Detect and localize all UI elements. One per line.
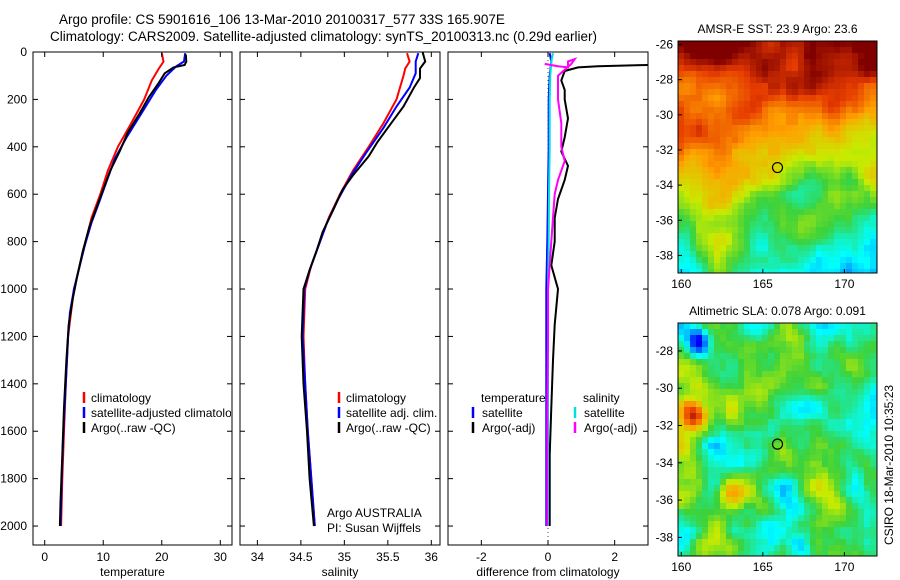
amsre-sst-map-xtick-label-1: 165 [753, 277, 773, 291]
altimetric-sla-map-xtick-label-0: 160 [671, 560, 691, 574]
altimetric-sla-map-ytick-label-2: -32 [656, 419, 674, 433]
difference-legend-temperature-heading: temperature [481, 391, 546, 405]
difference-profile-xtick-label-2: 2 [611, 550, 618, 564]
depth-tick-label-1: 200 [7, 92, 27, 106]
salinity-profile-xtick-label-0: 34 [251, 550, 265, 564]
amsre-sst-map-field [678, 41, 877, 273]
temperature-profile-xtick-label-1: 10 [97, 550, 111, 564]
depth-tick-label-8: 1600 [0, 424, 27, 438]
altimetric-sla-map-ytick-label-0: -28 [656, 344, 674, 358]
csiro-timestamp: CSIRO 18-Mar-2010 10:35:23 [882, 385, 896, 545]
difference-profile-series-3 [544, 57, 578, 526]
salinity-profile-xtick-label-4: 36 [425, 550, 439, 564]
depth-tick-label-9: 1800 [0, 472, 27, 486]
amsre-sst-map-xtick-label-0: 160 [671, 277, 691, 291]
amsre-sst-map-xtick-label-2: 170 [834, 277, 854, 291]
temperature-profile-legend-label-2: Argo(..raw -QC) [91, 421, 176, 435]
difference-legend-label-2: satellite [584, 406, 625, 420]
temperature-profile-series-0 [60, 52, 165, 527]
amsre-sst-map-ytick-label-3: -32 [656, 143, 674, 157]
amsre-sst-map-title: AMSR-E SST: 23.9 Argo: 23.6 [697, 22, 857, 36]
altimetric-sla-map-argo-marker [771, 438, 784, 450]
altimetric-sla-map-ytick-label-4: -36 [656, 493, 674, 507]
temperature-profile-series-2 [58, 54, 188, 527]
temperature-profile-xlabel: temperature [100, 565, 165, 579]
temperature-profile-legend-label-1: satellite-adjusted climatology [91, 406, 244, 420]
altimetric-sla-map-field [678, 323, 877, 556]
depth-tick-label-6: 1200 [0, 329, 27, 343]
salinity-profile-xtick-label-3: 35.5 [376, 550, 400, 564]
temperature-profile-legend-label-0: climatology [91, 391, 151, 405]
depth-tick-label-2: 400 [7, 140, 27, 154]
difference-profile-xtick-label-0: -2 [476, 550, 487, 564]
difference-legend-label-1: Argo(-adj) [482, 421, 535, 435]
difference-profile-series-1 [548, 64, 648, 526]
difference-legend-label-3: Argo(-adj) [584, 421, 637, 435]
altimetric-sla-map-ytick-label-1: -30 [656, 381, 674, 395]
salinity-profile-series-0 [302, 52, 411, 527]
salinity-profile-legend-label-0: climatology [346, 391, 406, 405]
difference-profile-xtick-label-1: 0 [545, 550, 552, 564]
salinity-annotation-line1: Argo AUSTRALIA [327, 506, 422, 520]
salinity-profile-legend-label-1: satellite adj. clim. [346, 406, 437, 420]
figure-title-line1: Argo profile: CS 5901616_106 13-Mar-2010… [59, 12, 505, 27]
salinity-profile-series-1 [301, 52, 420, 527]
salinity-profile-legend-label-2: Argo(..raw -QC) [346, 421, 431, 435]
amsre-sst-map-ytick-label-6: -38 [656, 248, 674, 262]
salinity-annotation-line2: PI: Susan Wijffels [327, 521, 421, 535]
temperature-profile-xtick-label-0: 0 [41, 550, 48, 564]
salinity-profile-series-2 [300, 52, 427, 527]
temperature-profile-frame [32, 51, 233, 546]
depth-tick-label-4: 800 [7, 235, 27, 249]
temperature-profile-series-1 [59, 53, 187, 527]
difference-legend-label-0: satellite [482, 406, 523, 420]
figure-title-line2: Climatology: CARS2009. Satellite-adjuste… [50, 29, 598, 44]
depth-tick-label-0: 0 [20, 45, 27, 59]
salinity-profile-xlabel: salinity [322, 565, 359, 579]
depth-tick-label-10: 2000 [0, 519, 27, 533]
difference-legend-salinity-heading: salinity [583, 391, 620, 405]
depth-tick-label-7: 1400 [0, 377, 27, 391]
altimetric-sla-map-ytick-label-5: -38 [656, 530, 674, 544]
amsre-sst-map-frame [677, 40, 878, 274]
amsre-sst-map-ytick-label-2: -30 [656, 108, 674, 122]
altimetric-sla-map-frame [677, 322, 878, 557]
amsre-sst-map-ytick-label-0: -26 [656, 38, 674, 52]
altimetric-sla-map-xtick-label-2: 170 [834, 560, 854, 574]
amsre-sst-map-argo-marker [771, 161, 784, 174]
depth-tick-label-3: 600 [7, 187, 27, 201]
depth-tick-label-5: 1000 [0, 282, 27, 296]
temperature-profile-xtick-label-2: 20 [155, 550, 169, 564]
salinity-profile-xtick-label-2: 35 [338, 550, 352, 564]
altimetric-sla-map-xtick-label-1: 165 [753, 560, 773, 574]
difference-profile-xlabel: difference from climatology [476, 565, 619, 579]
amsre-sst-map-ytick-label-5: -36 [656, 213, 674, 227]
altimetric-sla-map-title: Altimetric SLA: 0.078 Argo: 0.091 [689, 304, 866, 318]
salinity-profile-frame [239, 51, 441, 546]
amsre-sst-map-ytick-label-1: -28 [656, 73, 674, 87]
salinity-profile-xtick-label-1: 34.5 [289, 550, 313, 564]
amsre-sst-map-ytick-label-4: -34 [656, 178, 674, 192]
temperature-profile-xtick-label-3: 30 [214, 550, 228, 564]
altimetric-sla-map-ytick-label-3: -34 [656, 456, 674, 470]
